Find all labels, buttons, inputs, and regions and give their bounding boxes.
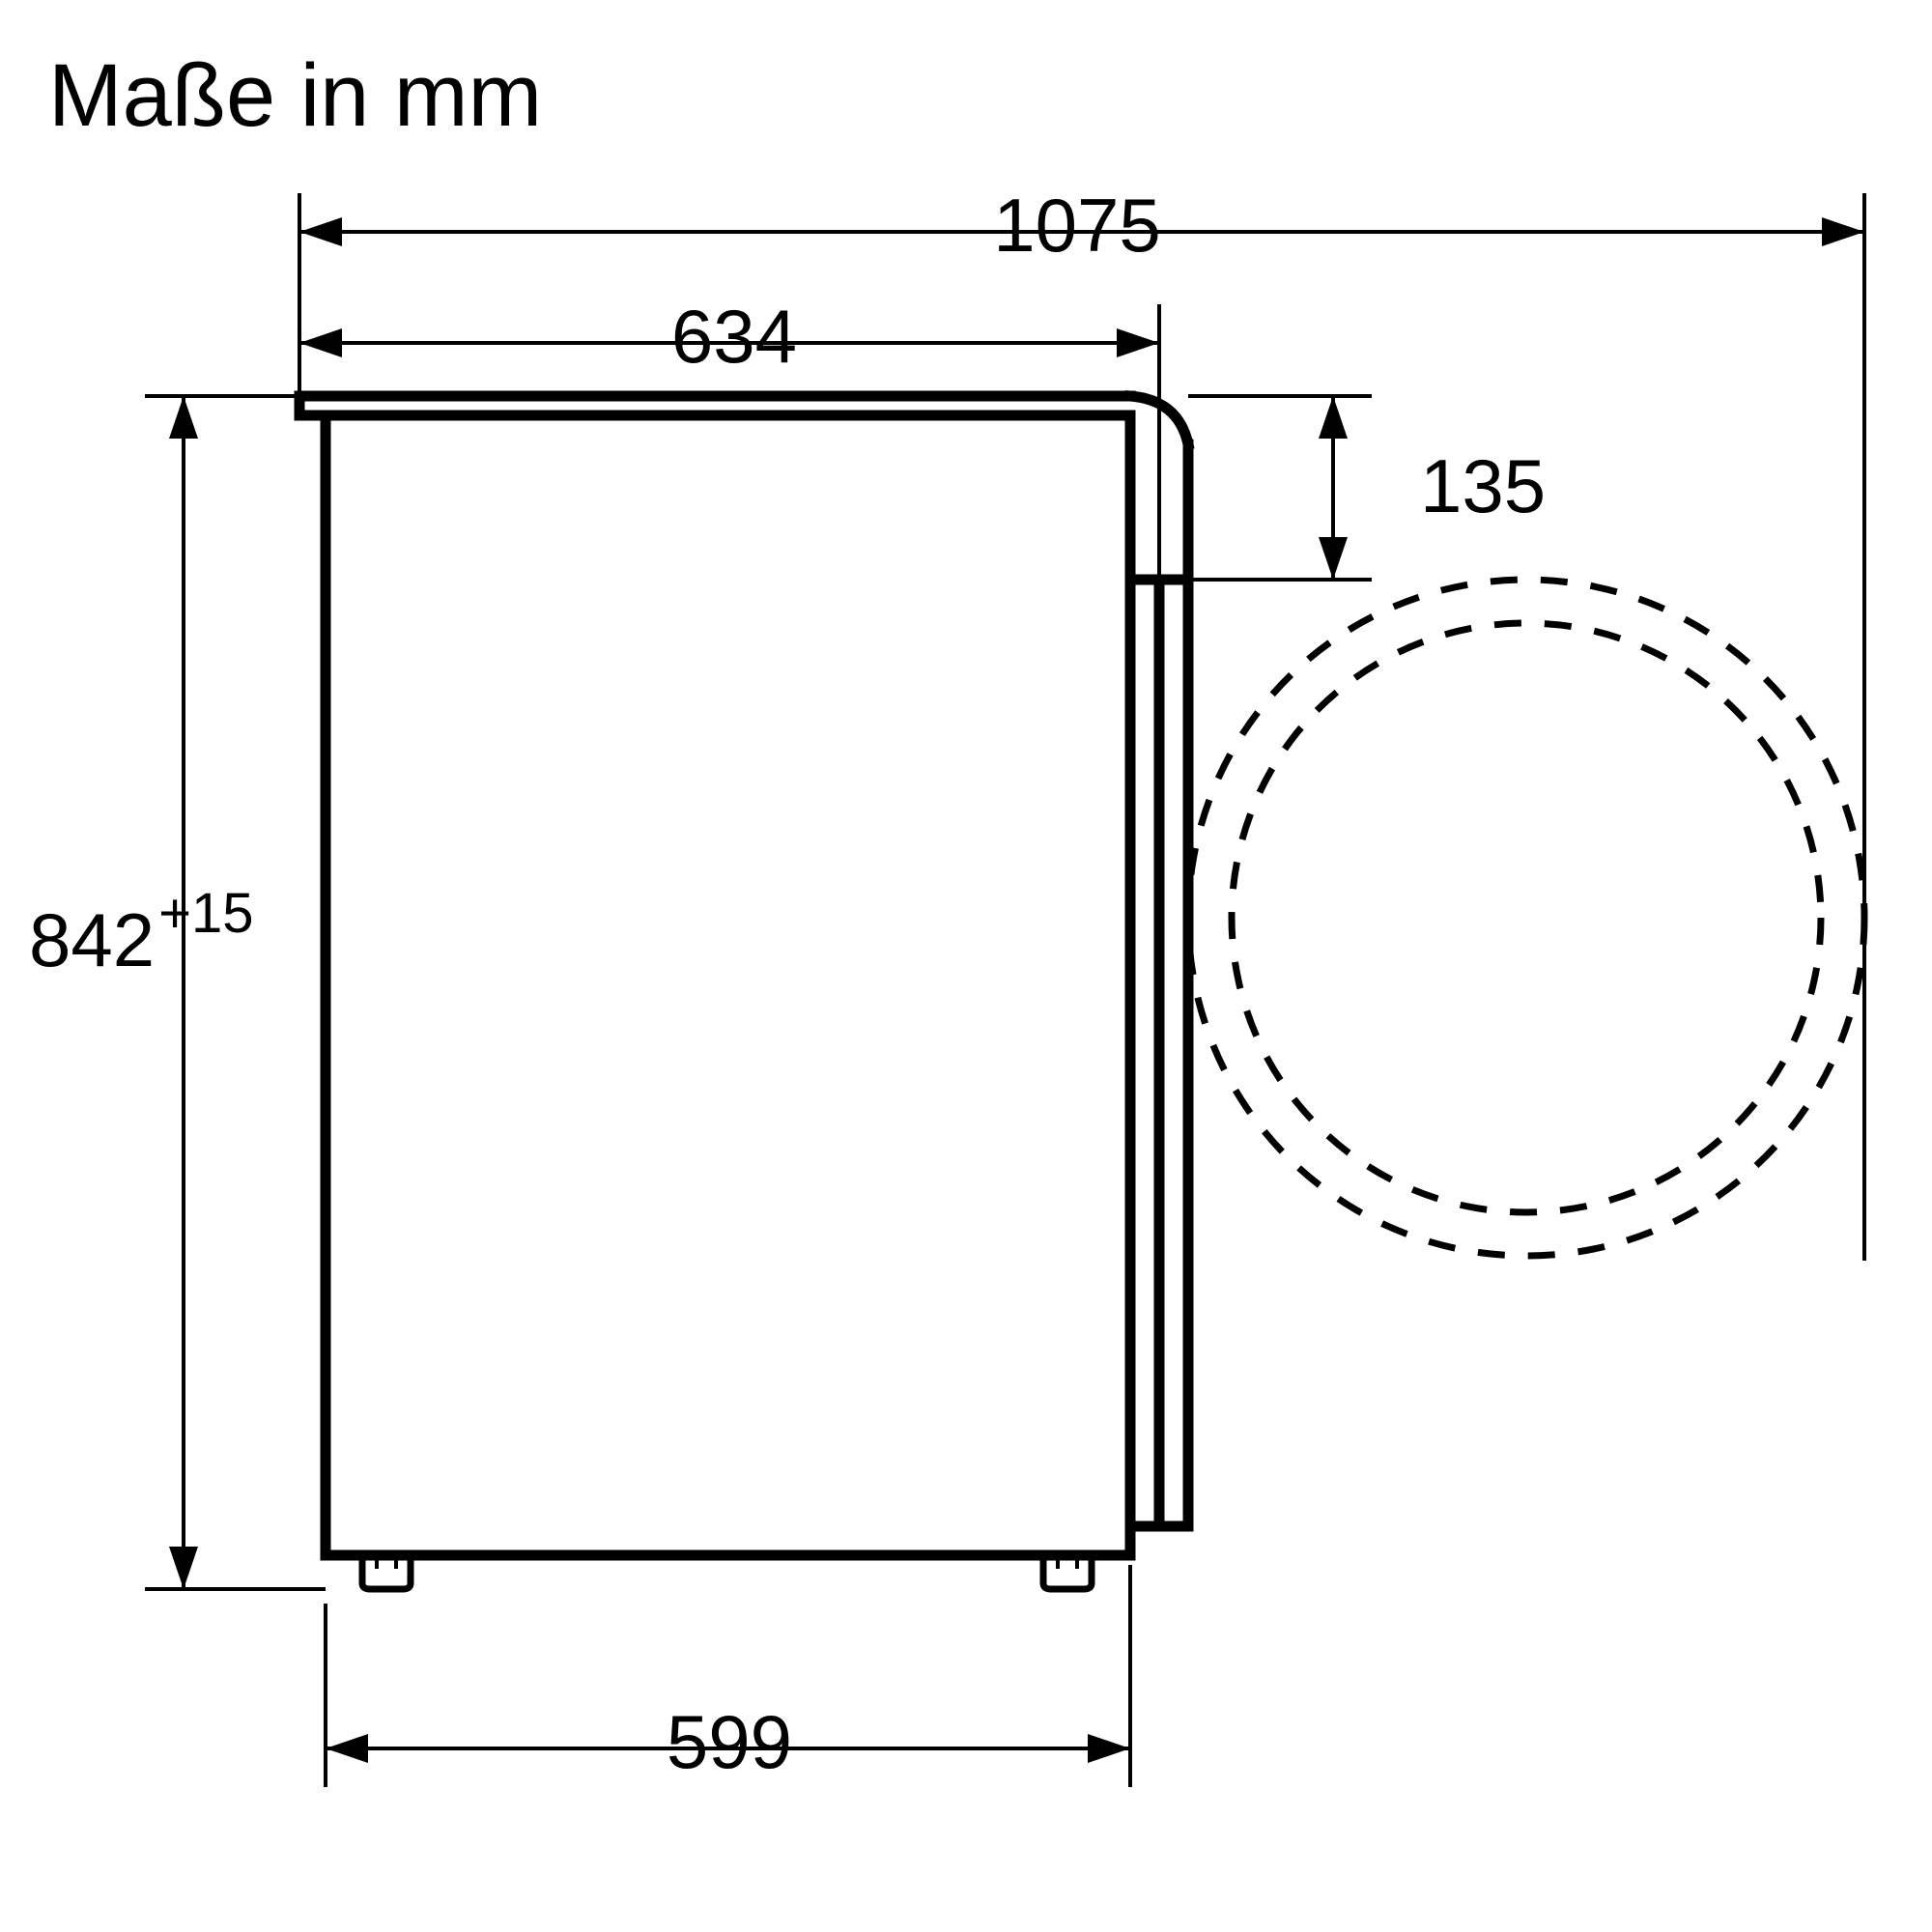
arrowhead — [299, 328, 342, 357]
door-inner — [1232, 623, 1821, 1212]
arrowhead — [1822, 217, 1864, 246]
arrowhead — [1088, 1734, 1130, 1763]
door-outer — [1188, 580, 1864, 1256]
dim-842-label: 842+15 — [29, 882, 254, 982]
title: Maße in mm — [48, 46, 542, 145]
arrowhead — [169, 1547, 198, 1589]
dim-width_1075-label: 1075 — [993, 183, 1161, 268]
dim-135-label: 135 — [1420, 443, 1546, 528]
arrowhead — [169, 396, 198, 439]
dim-width_599-label: 599 — [667, 1699, 792, 1784]
arrowhead — [1117, 328, 1159, 357]
dim-depth_634-label: 634 — [671, 294, 797, 379]
arrowhead — [1319, 537, 1348, 580]
arrowhead — [1319, 396, 1348, 439]
arrowhead — [299, 217, 342, 246]
arrowhead — [326, 1734, 368, 1763]
